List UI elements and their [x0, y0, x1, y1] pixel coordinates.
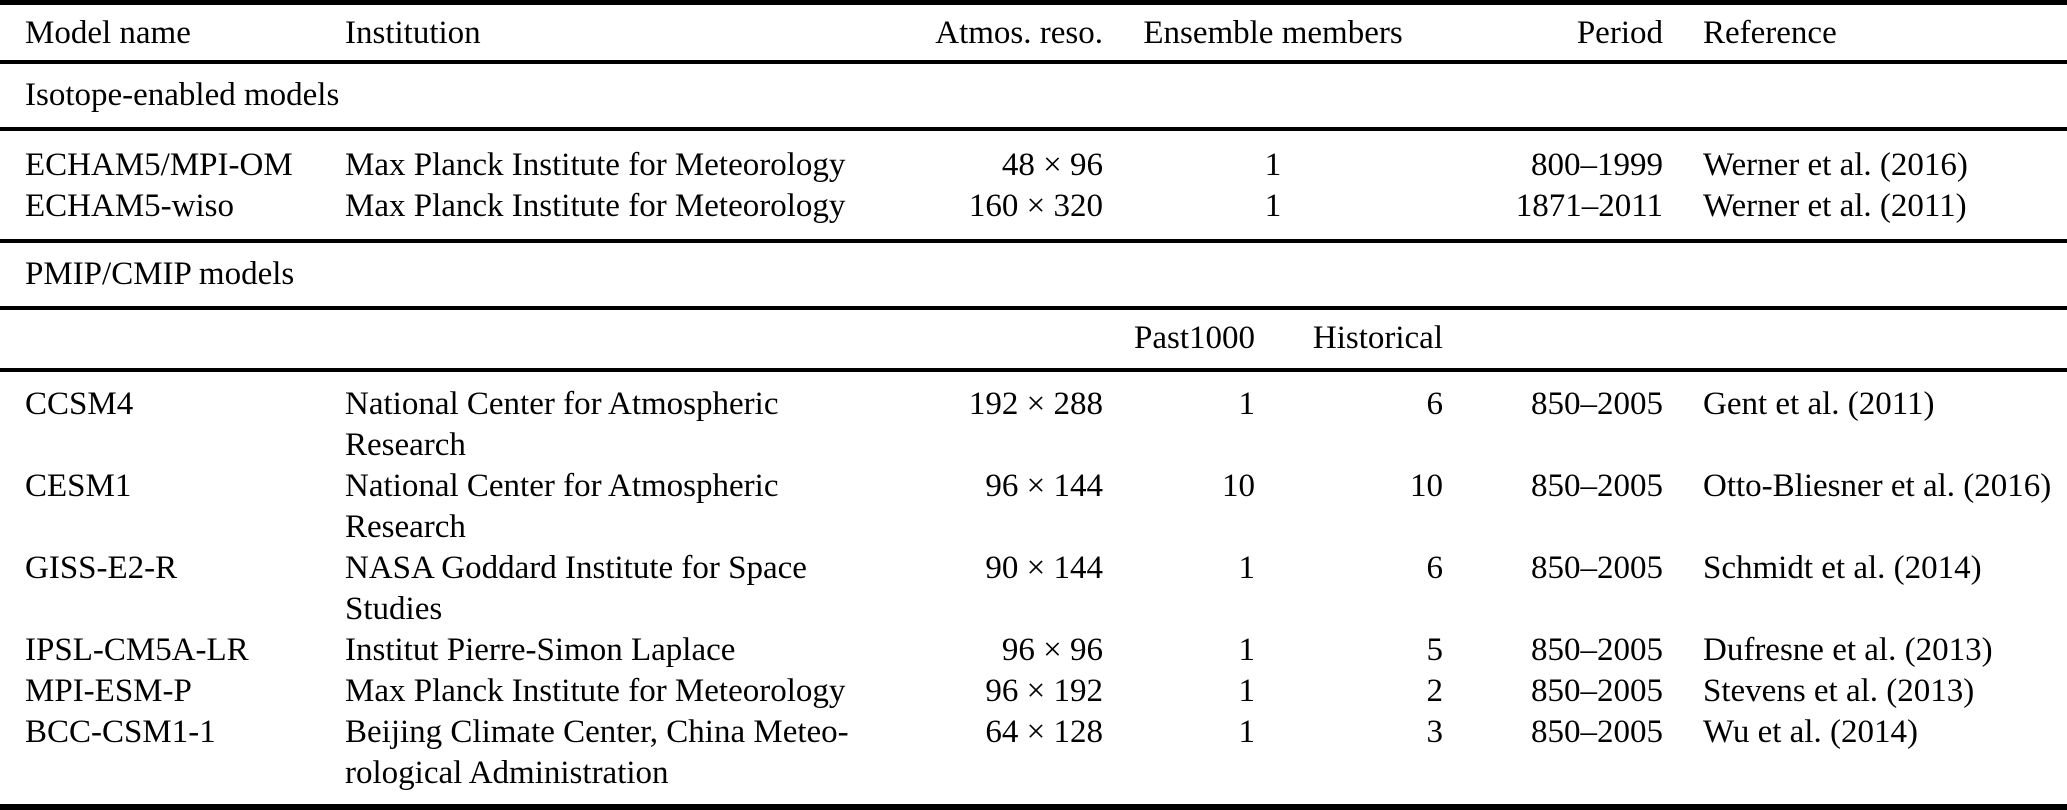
historical-cell: 6 — [1426, 550, 1444, 586]
period-cell: 800–1999 — [1531, 147, 1663, 183]
institution-cell: Max Planck Institute for Meteorology — [345, 673, 846, 709]
past1000-cell: 1 — [1238, 714, 1256, 750]
section-header-pmip: PMIP/CMIP models — [0, 241, 2067, 308]
institution-cell: Institut Pierre-Simon Laplace — [345, 632, 736, 668]
historical-cell: 6 — [1426, 386, 1444, 422]
col-header-ensemble-members: Ensemble members — [1143, 15, 1403, 51]
table-row: CCSM4 National Center for Atmospheric Re… — [0, 370, 2067, 466]
atmos-reso-cell: 192 × 288 — [968, 386, 1103, 422]
period-cell: 850–2005 — [1531, 632, 1663, 668]
col-header-model-name: Model name — [25, 15, 191, 51]
institution-cell: NASA Goddard Institute for Space Studies — [345, 550, 807, 627]
ensemble-cell: 1 — [1264, 188, 1282, 224]
empty-cell — [1663, 308, 2067, 370]
historical-cell: 5 — [1426, 632, 1444, 668]
period-cell: 850–2005 — [1531, 673, 1663, 709]
model-name-cell: MPI-ESM-P — [25, 673, 192, 709]
institution-cell: National Center for Atmospheric Research — [345, 468, 779, 545]
period-cell: 850–2005 — [1531, 714, 1663, 750]
table-row: BCC-CSM1-1 Beijing Climate Center, China… — [0, 712, 2067, 807]
table-row: ECHAM5-wiso Max Planck Institute for Met… — [0, 186, 2067, 241]
model-name-cell: IPSL-CM5A-LR — [25, 632, 249, 668]
past1000-cell: 1 — [1238, 550, 1256, 586]
atmos-reso-cell: 48 × 96 — [1001, 147, 1103, 183]
atmos-reso-cell: 96 × 96 — [1001, 632, 1103, 668]
reference-cell: Werner et al. (2016) — [1703, 147, 1968, 183]
atmos-reso-cell: 96 × 144 — [985, 468, 1103, 504]
historical-cell: 3 — [1426, 714, 1444, 750]
ensemble-cell: 1 — [1264, 147, 1282, 183]
table-row: IPSL-CM5A-LR Institut Pierre-Simon Lapla… — [0, 630, 2067, 671]
col-header-institution: Institution — [345, 15, 481, 51]
atmos-reso-cell: 64 × 128 — [985, 714, 1103, 750]
model-name-cell: GISS-E2-R — [25, 550, 178, 586]
past1000-cell: 1 — [1238, 673, 1256, 709]
historical-cell: 10 — [1410, 468, 1443, 504]
empty-cell — [910, 308, 1103, 370]
atmos-reso-cell: 96 × 192 — [985, 673, 1103, 709]
period-cell: 1871–2011 — [1515, 188, 1663, 224]
table-header-row: Model name Institution Atmos. reso. Ense… — [0, 3, 2067, 62]
subcol-header-historical: Historical — [1312, 320, 1443, 356]
subcol-header-past1000: Past1000 — [1133, 320, 1255, 356]
col-header-period: Period — [1576, 15, 1663, 51]
atmos-reso-cell: 160 × 320 — [968, 188, 1103, 224]
reference-cell: Wu et al. (2014) — [1703, 714, 1918, 750]
period-cell: 850–2005 — [1531, 550, 1663, 586]
reference-cell: Schmidt et al. (2014) — [1703, 550, 1982, 586]
model-name-cell: BCC-CSM1-1 — [25, 714, 216, 750]
model-name-cell: ECHAM5/MPI-OM — [25, 147, 293, 183]
period-cell: 850–2005 — [1531, 386, 1663, 422]
reference-cell: Werner et al. (2011) — [1703, 188, 1967, 224]
col-header-reference: Reference — [1703, 15, 1837, 51]
section-title: Isotope-enabled models — [25, 77, 340, 113]
ensemble-subheader-row: Past1000 Historical — [0, 308, 2067, 370]
model-name-cell: ECHAM5-wiso — [25, 188, 235, 224]
reference-cell: Dufresne et al. (2013) — [1703, 632, 1993, 668]
empty-cell — [0, 308, 345, 370]
section-title: PMIP/CMIP models — [25, 256, 295, 292]
col-header-atmos-reso: Atmos. reso. — [935, 15, 1103, 51]
reference-cell: Gent et al. (2011) — [1703, 386, 1935, 422]
atmos-reso-cell: 90 × 144 — [985, 550, 1103, 586]
model-name-cell: CCSM4 — [25, 386, 134, 422]
institution-cell: Beijing Climate Center, China Meteo- rol… — [345, 714, 849, 791]
model-name-cell: CESM1 — [25, 468, 132, 504]
institution-cell: Max Planck Institute for Meteorology — [345, 147, 846, 183]
past1000-cell: 10 — [1222, 468, 1255, 504]
table-row: CESM1 National Center for Atmospheric Re… — [0, 466, 2067, 548]
empty-cell — [1443, 308, 1663, 370]
past1000-cell: 1 — [1238, 386, 1256, 422]
reference-cell: Stevens et al. (2013) — [1703, 673, 1975, 709]
past1000-cell: 1 — [1238, 632, 1256, 668]
empty-cell — [345, 308, 910, 370]
table-row: GISS-E2-R NASA Goddard Institute for Spa… — [0, 548, 2067, 630]
institution-cell: Max Planck Institute for Meteorology — [345, 188, 846, 224]
institution-cell: National Center for Atmospheric Research — [345, 386, 779, 463]
reference-cell: Otto-Bliesner et al. (2016) — [1703, 468, 2052, 504]
period-cell: 850–2005 — [1531, 468, 1663, 504]
section-header-isotope: Isotope-enabled models — [0, 62, 2067, 129]
historical-cell: 2 — [1426, 673, 1444, 709]
table-row: ECHAM5/MPI-OM Max Planck Institute for M… — [0, 129, 2067, 186]
table-row: MPI-ESM-P Max Planck Institute for Meteo… — [0, 671, 2067, 712]
